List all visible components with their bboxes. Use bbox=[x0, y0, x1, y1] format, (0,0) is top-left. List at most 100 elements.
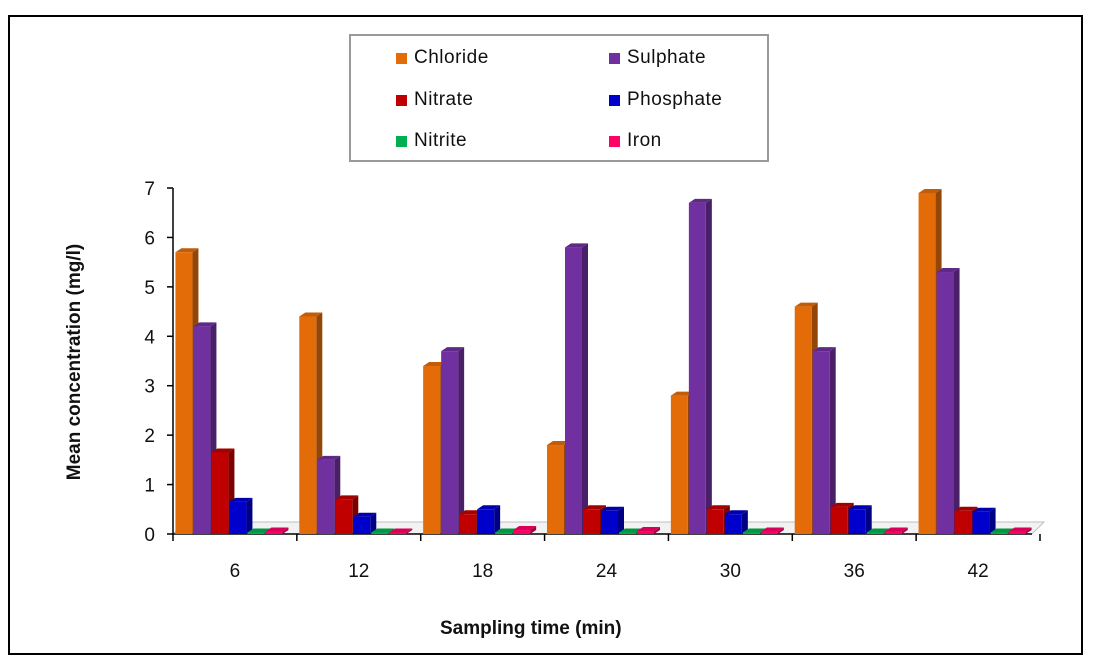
bar-phosphate-24 bbox=[601, 510, 618, 534]
bar-top bbox=[619, 528, 642, 533]
bar-side bbox=[370, 512, 377, 534]
bar-top bbox=[565, 243, 588, 248]
bar-top bbox=[670, 391, 694, 396]
bar-side bbox=[829, 347, 836, 534]
bar-chloride-6 bbox=[175, 252, 193, 534]
x-tick-label: 12 bbox=[348, 561, 369, 582]
bar-nitrate-24 bbox=[583, 509, 600, 534]
legend-swatch-nitrate bbox=[396, 94, 407, 106]
chart-legend: Chloride Sulphate Nitrate Phosphate Nitr… bbox=[349, 34, 769, 162]
legend-label-chloride: Chloride bbox=[414, 47, 489, 68]
bar-side bbox=[953, 268, 960, 534]
bar-chloride-42 bbox=[918, 192, 936, 534]
bar-top bbox=[423, 361, 447, 366]
bar-phosphate-42 bbox=[972, 511, 990, 534]
bar-top bbox=[601, 506, 624, 511]
legend-swatch-chloride bbox=[396, 52, 407, 64]
x-tick-label: 42 bbox=[968, 561, 989, 582]
bar-chloride-24 bbox=[547, 445, 564, 534]
legend-label-nitrate: Nitrate bbox=[414, 89, 474, 110]
legend-swatch-iron bbox=[609, 135, 620, 147]
bar-top bbox=[229, 497, 253, 502]
bar-iron-12 bbox=[389, 532, 407, 534]
bar-top bbox=[972, 507, 996, 512]
bar-iron-42 bbox=[1008, 531, 1026, 534]
bar-top bbox=[583, 505, 606, 510]
bar-side bbox=[865, 505, 872, 534]
bar-phosphate-12 bbox=[353, 516, 371, 534]
y-tick-label: 5 bbox=[144, 278, 155, 299]
bar-top bbox=[335, 495, 359, 500]
bar-top bbox=[830, 502, 854, 507]
x-tick-label: 18 bbox=[472, 561, 493, 582]
bar-side bbox=[741, 510, 748, 534]
bar-side bbox=[282, 527, 289, 534]
legend-item-chloride: Chloride bbox=[396, 47, 489, 69]
legend-item-nitrite: Nitrite bbox=[396, 130, 467, 152]
y-tick-label: 7 bbox=[144, 179, 155, 200]
bar-top bbox=[794, 302, 818, 307]
x-tick-label: 30 bbox=[720, 561, 741, 582]
bar-sulphate-6 bbox=[193, 326, 211, 534]
y-tick-label: 3 bbox=[144, 377, 155, 398]
bar-top bbox=[513, 526, 537, 531]
bar-nitrate-12 bbox=[335, 499, 353, 534]
bar-phosphate-18 bbox=[477, 509, 495, 534]
bar-sulphate-12 bbox=[317, 459, 335, 534]
x-tick-label: 6 bbox=[230, 561, 241, 582]
bar-side bbox=[458, 347, 465, 534]
bar-side bbox=[705, 198, 712, 535]
bar-nitrite-12 bbox=[371, 532, 389, 534]
bar-nitrate-36 bbox=[830, 506, 848, 534]
bar-top bbox=[990, 528, 1014, 533]
bar-top bbox=[724, 510, 748, 515]
bar-iron-36 bbox=[884, 531, 902, 534]
bar-top bbox=[299, 312, 323, 317]
y-tick-label: 4 bbox=[144, 327, 155, 348]
bar-sulphate-24 bbox=[565, 247, 582, 535]
bar-nitrite-36 bbox=[866, 532, 884, 534]
bar-sulphate-30 bbox=[688, 202, 706, 535]
bar-side bbox=[246, 497, 253, 534]
bar-top bbox=[389, 528, 413, 533]
legend-label-sulphate: Sulphate bbox=[627, 47, 707, 68]
legend-item-nitrate: Nitrate bbox=[396, 89, 473, 111]
bar-nitrite-24 bbox=[619, 532, 636, 534]
bar-top bbox=[459, 510, 483, 515]
bar-side bbox=[901, 527, 908, 534]
bar-top bbox=[812, 347, 836, 352]
bar-top bbox=[477, 505, 501, 510]
y-tick-label: 6 bbox=[144, 228, 155, 249]
bar-iron-30 bbox=[760, 531, 778, 534]
bar-top bbox=[495, 528, 519, 533]
bar-top bbox=[211, 448, 235, 453]
bar-nitrate-30 bbox=[706, 509, 724, 534]
bar-side bbox=[530, 526, 537, 534]
bar-side bbox=[777, 527, 784, 534]
bar-side bbox=[494, 505, 501, 534]
bar-chloride-18 bbox=[423, 365, 441, 534]
bar-nitrite-42 bbox=[990, 532, 1008, 534]
legend-label-nitrite: Nitrite bbox=[414, 130, 468, 151]
bar-top bbox=[175, 248, 199, 253]
bar-iron-18 bbox=[513, 530, 531, 534]
bar-side bbox=[654, 527, 660, 534]
bar-nitrite-18 bbox=[495, 532, 513, 534]
bar-chloride-12 bbox=[299, 316, 317, 534]
bar-top bbox=[247, 528, 271, 533]
bar-top bbox=[265, 527, 289, 532]
bar-phosphate-30 bbox=[724, 514, 742, 534]
bar-top bbox=[637, 527, 660, 532]
bar-top bbox=[918, 188, 942, 193]
legend-swatch-sulphate bbox=[609, 52, 620, 64]
legend-item-iron: Iron bbox=[609, 130, 662, 152]
bar-top bbox=[866, 528, 890, 533]
legend-swatch-nitrite bbox=[396, 135, 407, 147]
bar-sulphate-18 bbox=[441, 351, 459, 534]
y-tick-label: 1 bbox=[144, 476, 155, 497]
bar-top bbox=[884, 527, 908, 532]
bar-top bbox=[1008, 527, 1032, 532]
bar-top bbox=[742, 528, 766, 533]
bar-top bbox=[706, 505, 730, 510]
